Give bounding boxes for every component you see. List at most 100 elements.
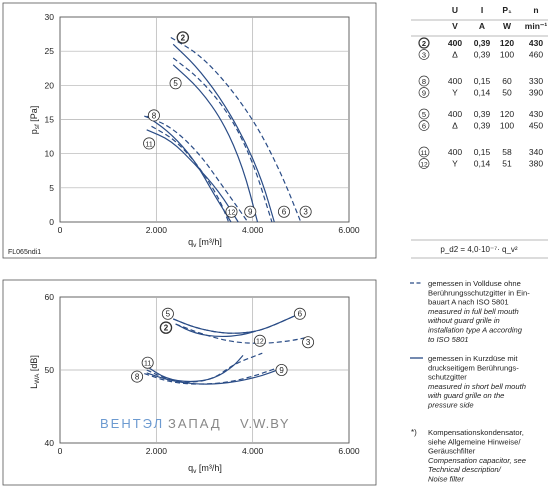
row-id: 5	[422, 110, 426, 119]
watermark-middle: ЗАПАД	[168, 416, 222, 431]
row-id: 9	[422, 89, 426, 98]
legend-note: gemessen in Vollduse ohneBerührungsschut…	[410, 279, 530, 344]
table-cell: 51	[502, 159, 512, 169]
y-tick-label: 50	[45, 365, 55, 375]
table-unit-cell: V	[452, 21, 458, 31]
table-cell: 430	[529, 38, 543, 48]
x-tick-label: 2.000	[146, 225, 168, 235]
curve-label-text: 8	[152, 111, 157, 120]
x-tick-label: 6.000	[338, 225, 360, 235]
curve-label-8: 8	[131, 370, 144, 383]
table-cell: 60	[502, 76, 512, 86]
series-curve-2	[172, 43, 275, 223]
series-curve-6	[172, 57, 273, 223]
dynamic-pressure-formula: p_d2 = 4,0·10⁻⁷· q_v²	[440, 245, 518, 254]
curve-label-circle	[244, 205, 257, 218]
watermark-left: ВЕНТЭЛ	[100, 416, 164, 431]
curve-label-12: 12	[225, 205, 238, 218]
table-row: 5 400 0,39 120 430	[418, 108, 543, 120]
table-cell: 400	[448, 147, 462, 157]
row-id: 6	[422, 122, 426, 131]
y-tick-label: 30	[45, 12, 55, 22]
curve-label-circle	[169, 77, 182, 90]
table-cell: 0,14	[474, 88, 491, 98]
pressure-grid	[59, 16, 350, 223]
curve-label-text: 12	[256, 339, 264, 346]
table-row: 3 Δ 0,39 100 460	[418, 49, 543, 60]
table-header-cell: U	[452, 5, 458, 15]
pressure-y-axis-label: psf [Pa]	[29, 106, 41, 135]
curve-label-6: 6	[277, 205, 290, 218]
figure-id: FL065ndi1	[8, 249, 41, 256]
curve-label-11: 11	[143, 137, 156, 150]
curve-label-text: 11	[145, 141, 152, 148]
y-tick-label: 60	[45, 292, 55, 302]
pressure-curve-labels: 2 3 5 6 8 9 11 12	[143, 31, 312, 218]
table-header: UV IA P₁ Wn min⁻¹	[452, 5, 547, 31]
table-cell: 400	[448, 109, 462, 119]
curve-label-12: 12	[253, 334, 266, 347]
sound-grid	[59, 296, 350, 444]
table-cell: 0,39	[474, 38, 491, 48]
legend-note-translation: installation type A according	[428, 326, 523, 335]
legend-note-text: Berührungsschutzgitter in Ein-	[428, 288, 530, 297]
curve-label-circle	[225, 205, 238, 218]
curve-label-circle	[143, 137, 156, 150]
sound-x-axis-label: qv [m³/h]	[188, 463, 222, 475]
legend-note-translation: Noise filter	[428, 475, 464, 484]
table-cell: 380	[529, 159, 543, 169]
y-tick-label: 0	[49, 217, 54, 227]
legend-note-translation: pressure side	[427, 401, 474, 410]
pressure-chart-frame	[2, 2, 377, 259]
legend-note-text: gemessen in Vollduse ohne	[428, 279, 521, 288]
series-curve-11	[146, 115, 232, 223]
table-cell: 0,39	[474, 109, 491, 119]
table-cell: 100	[500, 50, 514, 60]
x-tick-label: 0	[58, 446, 63, 456]
curve-label-3: 3	[302, 336, 315, 349]
curve-label-circle	[141, 356, 154, 369]
curve-label-circle	[302, 336, 315, 349]
x-tick-label: 2.000	[146, 446, 168, 456]
curve-label-circle	[253, 334, 266, 347]
row-id-circle	[418, 37, 430, 49]
x-tick-label: 4.000	[242, 225, 264, 235]
row-id-circle	[418, 49, 430, 60]
curve-label-9: 9	[275, 363, 288, 376]
series-curve-9	[146, 367, 282, 385]
table-row: 2 400 0,39 120 430	[418, 37, 543, 49]
curve-label-circle	[147, 109, 160, 122]
curve-label-6: 6	[293, 307, 306, 320]
legend-note-text: siehe Allgemeine Hinweise/	[428, 437, 521, 446]
table-cell: 450	[529, 121, 543, 131]
curve-label-2: 2	[159, 321, 173, 334]
curve-label-11: 11	[141, 356, 154, 369]
table-cell: 330	[529, 76, 543, 86]
sound-tick-labels: 0 2.000 4.000 6.000 40 50 60	[45, 292, 360, 456]
curve-label-circle	[161, 307, 174, 320]
curve-label-text: 6	[298, 310, 303, 319]
y-tick-label: 25	[45, 46, 55, 56]
table-cell: 400	[448, 76, 462, 86]
series-curve-6	[172, 314, 297, 334]
legend-note-text: schutzgitter	[428, 373, 467, 382]
curve-label-text: 5	[173, 79, 178, 88]
curve-label-text: 2	[181, 33, 186, 42]
curve-label-text: 5	[166, 310, 171, 319]
watermark: ВЕНТЭЛ ЗАПАД V.W.BY	[100, 416, 289, 431]
curve-label-text: 3	[306, 338, 311, 347]
table-cell: 120	[500, 38, 514, 48]
y-tick-label: 5	[49, 183, 54, 193]
curve-label-text: 6	[282, 208, 287, 217]
x-tick-label: 4.000	[242, 446, 264, 456]
pressure-x-axis-label: qv [m³/h]	[188, 237, 222, 249]
row-id-circle	[418, 120, 430, 131]
table-cell: 340	[529, 147, 543, 157]
table-cell: Y	[452, 88, 458, 98]
curve-label-circle	[299, 205, 312, 218]
table-header-cell: n	[533, 5, 538, 15]
series-curve-2	[175, 323, 256, 338]
table-cell: 0,14	[474, 159, 491, 169]
